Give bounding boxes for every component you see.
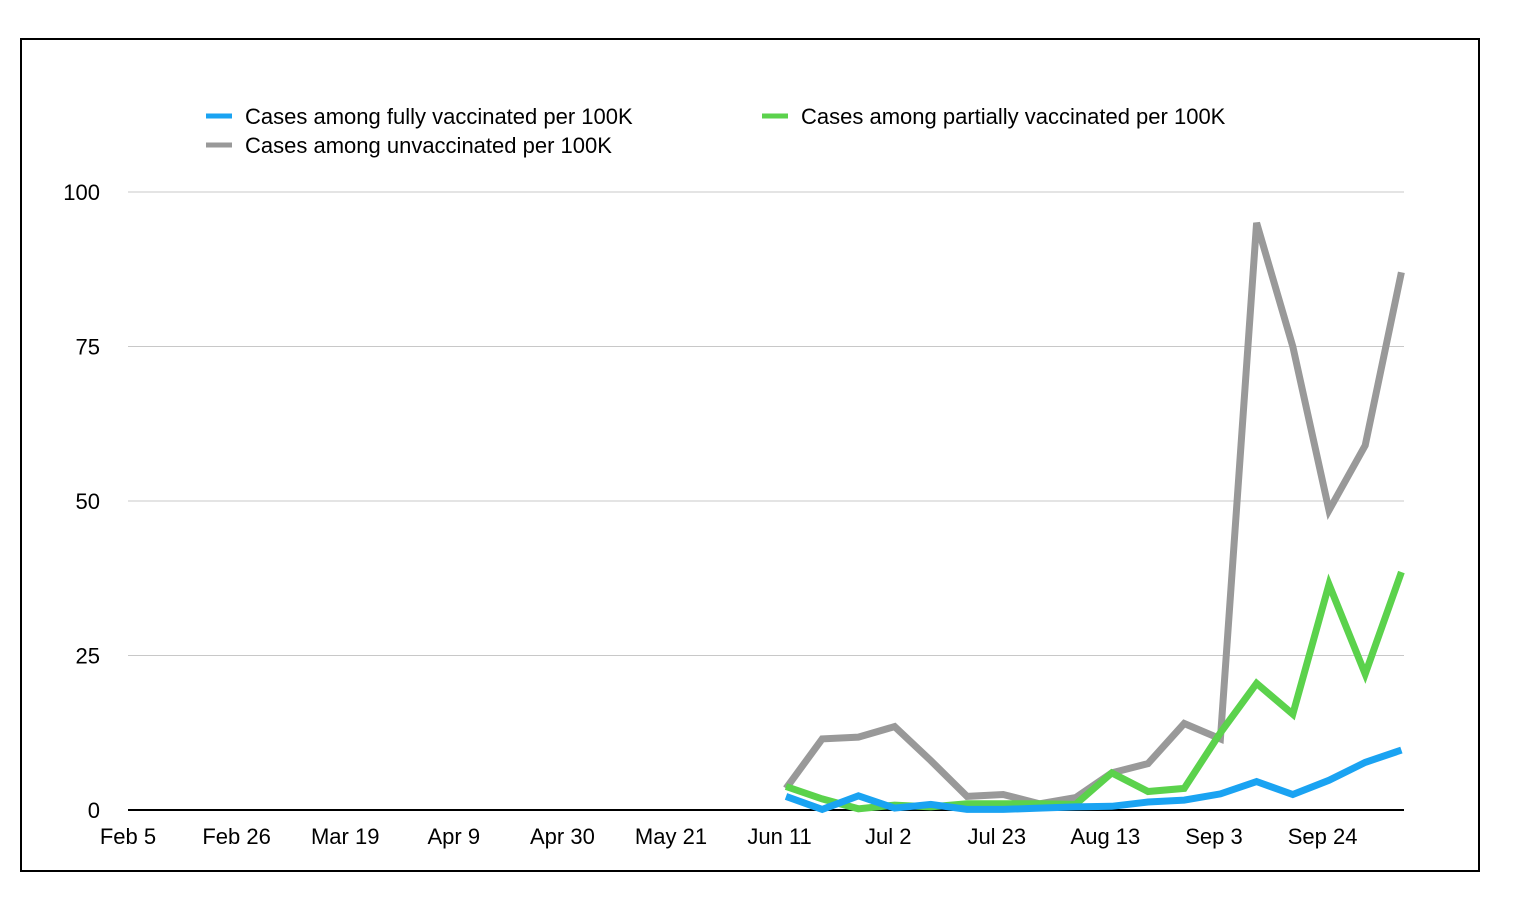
x-tick-label: Mar 19 <box>311 824 379 849</box>
y-tick-label: 75 <box>76 335 100 360</box>
y-tick-label: 100 <box>63 180 100 205</box>
legend-label: Cases among unvaccinated per 100K <box>245 133 612 158</box>
x-tick-label: Apr 9 <box>428 824 481 849</box>
series-line <box>783 221 1405 808</box>
x-tick-label: May 21 <box>635 824 707 849</box>
x-tick-label: Jun 11 <box>747 824 811 849</box>
x-tick-label: Aug 13 <box>1071 824 1141 849</box>
y-tick-label: 25 <box>76 644 100 669</box>
y-tick-label: 50 <box>76 489 100 514</box>
y-tick-label: 0 <box>88 798 100 823</box>
series-line <box>784 746 1403 814</box>
series-line <box>784 570 1405 813</box>
legend-label: Cases among partially vaccinated per 100… <box>801 104 1226 129</box>
x-tick-label: Jul 23 <box>967 824 1026 849</box>
x-tick-label: Sep 24 <box>1288 824 1358 849</box>
x-tick-label: Sep 3 <box>1185 824 1243 849</box>
x-tick-label: Jul 2 <box>865 824 911 849</box>
chart-frame <box>20 38 1480 872</box>
x-tick-label: Feb 26 <box>202 824 271 849</box>
x-tick-label: Apr 30 <box>530 824 595 849</box>
legend-label: Cases among fully vaccinated per 100K <box>245 104 633 129</box>
x-tick-label: Feb 5 <box>100 824 156 849</box>
